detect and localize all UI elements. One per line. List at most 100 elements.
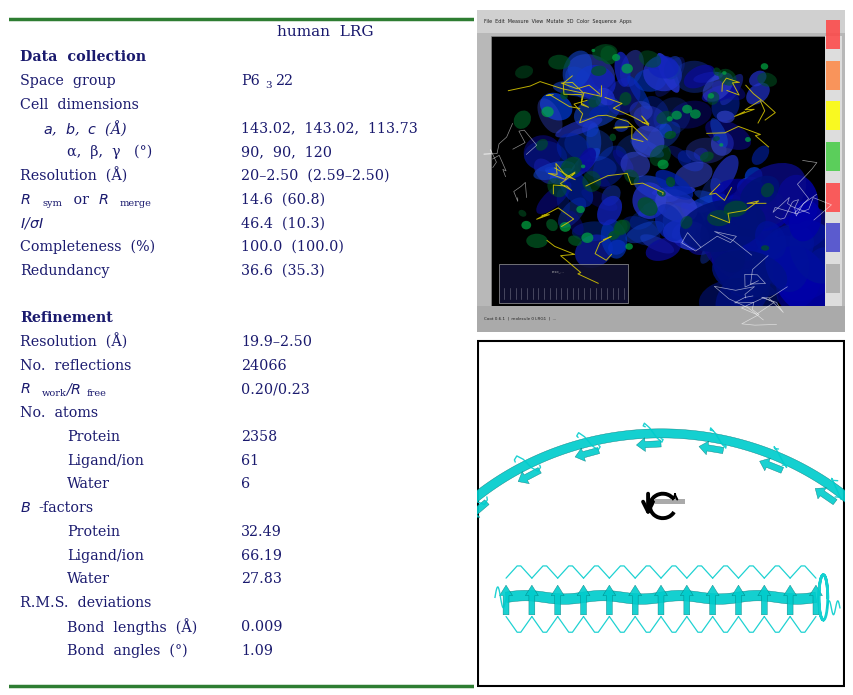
Ellipse shape — [612, 149, 633, 172]
Text: Protein: Protein — [67, 430, 119, 444]
Bar — [825, 264, 839, 293]
Text: Space  group: Space group — [20, 74, 116, 88]
Text: $R$: $R$ — [98, 193, 109, 206]
Text: Resolution  (Å): Resolution (Å) — [20, 334, 127, 350]
Text: or: or — [69, 193, 94, 206]
Text: 90,  90,  120: 90, 90, 120 — [241, 145, 332, 159]
FancyArrow shape — [698, 441, 723, 455]
Text: 24066: 24066 — [241, 359, 287, 373]
Ellipse shape — [629, 101, 652, 121]
Text: 66.19: 66.19 — [241, 548, 282, 563]
FancyArrow shape — [628, 585, 641, 615]
Ellipse shape — [744, 195, 760, 213]
FancyArrow shape — [468, 500, 489, 518]
Text: Bond  angles  (°): Bond angles (°) — [67, 644, 187, 657]
Ellipse shape — [600, 219, 627, 259]
Ellipse shape — [558, 168, 593, 207]
Text: merge: merge — [119, 199, 151, 208]
Text: Water: Water — [67, 477, 109, 491]
Ellipse shape — [656, 53, 679, 93]
Bar — [476, 10, 844, 33]
Ellipse shape — [674, 162, 711, 188]
Ellipse shape — [556, 188, 569, 215]
Text: No.  reflections: No. reflections — [20, 359, 131, 373]
Ellipse shape — [689, 109, 700, 119]
Ellipse shape — [615, 133, 649, 158]
FancyArrow shape — [705, 585, 718, 615]
Ellipse shape — [788, 200, 821, 241]
Ellipse shape — [633, 69, 666, 92]
Ellipse shape — [633, 175, 679, 202]
Ellipse shape — [596, 196, 621, 225]
Bar — [490, 36, 826, 306]
Ellipse shape — [706, 210, 730, 226]
Ellipse shape — [744, 167, 762, 185]
Ellipse shape — [595, 96, 606, 107]
Text: Bond  lengths  (Å): Bond lengths (Å) — [67, 619, 197, 635]
Ellipse shape — [699, 212, 781, 286]
Ellipse shape — [607, 240, 625, 254]
Ellipse shape — [523, 136, 561, 170]
Ellipse shape — [580, 165, 584, 168]
Text: 0.20/0.23: 0.20/0.23 — [241, 382, 310, 396]
FancyArrow shape — [397, 594, 413, 616]
Ellipse shape — [629, 210, 654, 229]
Ellipse shape — [595, 88, 614, 106]
Ellipse shape — [582, 171, 601, 192]
Ellipse shape — [637, 196, 666, 217]
Ellipse shape — [621, 64, 632, 74]
Ellipse shape — [600, 46, 617, 65]
Ellipse shape — [651, 186, 694, 197]
Text: $R$: $R$ — [20, 382, 31, 396]
FancyArrow shape — [783, 585, 796, 615]
Ellipse shape — [735, 202, 771, 247]
Text: 27.83: 27.83 — [241, 573, 281, 587]
Ellipse shape — [750, 205, 830, 256]
FancyArrow shape — [635, 438, 660, 452]
Text: Cell  dimensions: Cell dimensions — [20, 97, 139, 112]
Ellipse shape — [619, 50, 643, 87]
Text: sym: sym — [43, 199, 62, 208]
Ellipse shape — [539, 92, 572, 120]
Ellipse shape — [647, 56, 678, 79]
Ellipse shape — [748, 71, 766, 86]
Ellipse shape — [665, 195, 708, 212]
Bar — [825, 183, 839, 212]
PathPatch shape — [396, 429, 853, 592]
Ellipse shape — [726, 236, 766, 261]
Ellipse shape — [592, 44, 617, 61]
Ellipse shape — [746, 83, 769, 105]
Ellipse shape — [659, 123, 671, 138]
Ellipse shape — [581, 233, 593, 243]
Ellipse shape — [755, 193, 784, 227]
Ellipse shape — [618, 92, 630, 106]
Ellipse shape — [654, 202, 682, 239]
Ellipse shape — [566, 211, 583, 235]
Ellipse shape — [722, 201, 746, 217]
FancyArrow shape — [680, 585, 693, 615]
Bar — [825, 223, 839, 252]
Ellipse shape — [711, 131, 733, 156]
Ellipse shape — [698, 278, 778, 325]
Ellipse shape — [626, 76, 649, 110]
Ellipse shape — [533, 161, 574, 180]
Ellipse shape — [717, 69, 735, 85]
Ellipse shape — [620, 152, 649, 177]
Ellipse shape — [679, 199, 765, 252]
Ellipse shape — [722, 71, 726, 75]
Ellipse shape — [536, 181, 571, 214]
Ellipse shape — [753, 224, 813, 283]
Text: Ligand/ion: Ligand/ion — [67, 454, 143, 468]
Ellipse shape — [693, 190, 728, 206]
Text: 0.009: 0.009 — [241, 620, 282, 634]
Ellipse shape — [710, 118, 727, 147]
Ellipse shape — [614, 220, 627, 234]
Ellipse shape — [670, 111, 681, 120]
Ellipse shape — [614, 118, 629, 132]
Ellipse shape — [654, 57, 684, 97]
Ellipse shape — [780, 258, 836, 301]
Ellipse shape — [630, 138, 664, 158]
Text: Protein: Protein — [67, 525, 119, 539]
Text: Ligand/ion: Ligand/ion — [67, 548, 143, 563]
Ellipse shape — [552, 81, 600, 97]
